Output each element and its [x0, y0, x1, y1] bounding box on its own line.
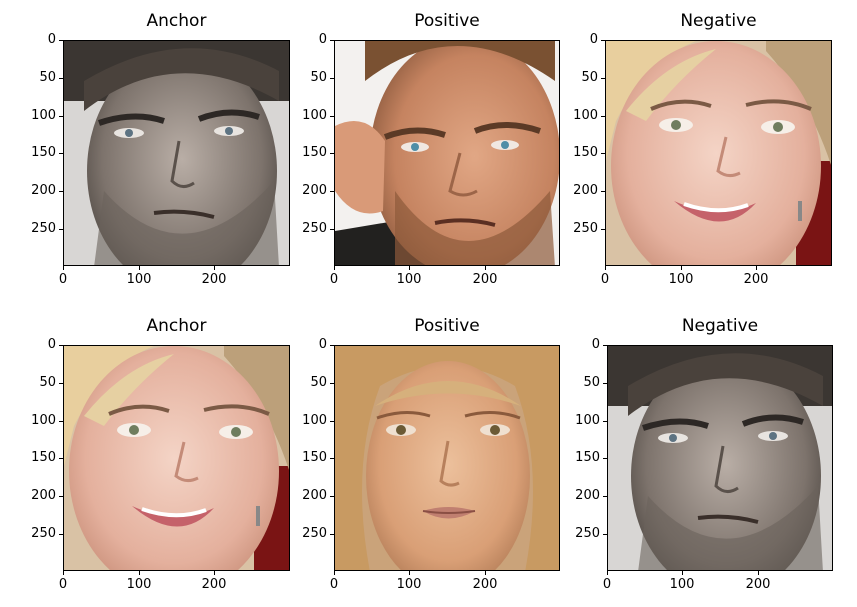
y-tick-label: 0	[318, 32, 327, 47]
x-tick-label: 200	[201, 272, 227, 287]
panel-title: Negative	[680, 11, 757, 31]
panel-3: Negative 0 50 100 150 200 250	[573, 11, 832, 287]
x-tick-label: 0	[58, 577, 68, 592]
image-axes	[607, 345, 833, 571]
face-image	[608, 346, 832, 570]
y-tick-label: 100	[31, 108, 56, 123]
face-image	[64, 346, 289, 570]
y-tick-label: 250	[31, 221, 56, 236]
y-tick-label: 200	[302, 488, 327, 503]
y-tick-label: 250	[575, 526, 600, 541]
panel-5: Positive 0 50 100 150 200 250 0 100 200	[302, 316, 560, 592]
panel-1: Anchor 0 50 100 150 200 250 0 100 200	[31, 11, 290, 287]
x-tick-label: 100	[669, 577, 695, 592]
face-image	[64, 41, 289, 265]
y-tick-label: 50	[310, 70, 327, 85]
x-tick-label: 200	[472, 272, 498, 287]
x-tick-label: 200	[201, 577, 227, 592]
image-axes	[334, 345, 560, 571]
x-tick-label: 0	[600, 272, 610, 287]
panel-title: Positive	[414, 316, 480, 336]
face-image	[335, 346, 559, 570]
y-tick-label: 50	[39, 375, 56, 390]
y-tick-label: 150	[302, 450, 327, 465]
y-tick-label: 250	[573, 221, 598, 236]
y-tick-label: 0	[591, 337, 600, 352]
panel-title: Positive	[414, 11, 480, 31]
image-axes	[605, 40, 832, 266]
y-tick-label: 100	[573, 108, 598, 123]
x-tick-label: 100	[396, 577, 422, 592]
image-axes	[63, 345, 290, 571]
y-tick-label: 250	[302, 526, 327, 541]
panel-title: Anchor	[146, 316, 207, 336]
y-tick-label: 100	[575, 413, 600, 428]
y-tick-label: 100	[31, 413, 56, 428]
y-tick-label: 100	[302, 413, 327, 428]
y-tick-label: 50	[583, 375, 600, 390]
x-tick-label: 100	[126, 272, 152, 287]
y-tick-label: 200	[31, 183, 56, 198]
y-tick-label: 0	[589, 32, 598, 47]
y-tick-label: 50	[310, 375, 327, 390]
y-tick-label: 250	[302, 221, 327, 236]
y-tick-label: 50	[39, 70, 56, 85]
image-axes	[334, 40, 560, 266]
panel-6: Negative 0 50 100 150 200 250 0 100 200	[575, 316, 833, 592]
x-tick-label: 200	[743, 272, 769, 287]
x-tick-label: 200	[745, 577, 771, 592]
y-tick-label: 200	[575, 488, 600, 503]
y-tick-label: 0	[47, 337, 56, 352]
y-tick-label: 0	[318, 337, 327, 352]
x-tick-label: 200	[472, 577, 498, 592]
x-tick-label: 100	[396, 272, 422, 287]
panel-4: Anchor 0 50 100 150 200 250 0	[31, 316, 290, 592]
y-tick-label: 200	[573, 183, 598, 198]
x-tick-label: 0	[58, 272, 68, 287]
y-tick-label: 150	[302, 145, 327, 160]
y-tick-label: 150	[573, 145, 598, 160]
panel-title: Negative	[681, 316, 759, 336]
y-tick-label: 200	[302, 183, 327, 198]
y-tick-label: 100	[302, 108, 327, 123]
x-tick-label: 100	[668, 272, 694, 287]
x-tick-label: 100	[126, 577, 152, 592]
y-tick-label: 150	[31, 450, 56, 465]
y-tick-label: 0	[47, 32, 56, 47]
y-tick-label: 50	[581, 70, 598, 85]
panel-2: Positive 0 50 100 150 200 250 0 100 200	[302, 11, 560, 287]
y-tick-label: 150	[31, 145, 56, 160]
image-axes	[63, 40, 290, 266]
x-tick-label: 0	[329, 272, 339, 287]
panel-title: Anchor	[146, 11, 207, 31]
x-tick-label: 0	[329, 577, 339, 592]
y-tick-label: 250	[31, 526, 56, 541]
y-tick-label: 150	[575, 450, 600, 465]
x-tick-label: 0	[602, 577, 612, 592]
face-image	[606, 41, 831, 265]
face-image	[335, 41, 559, 265]
y-tick-label: 200	[31, 488, 56, 503]
